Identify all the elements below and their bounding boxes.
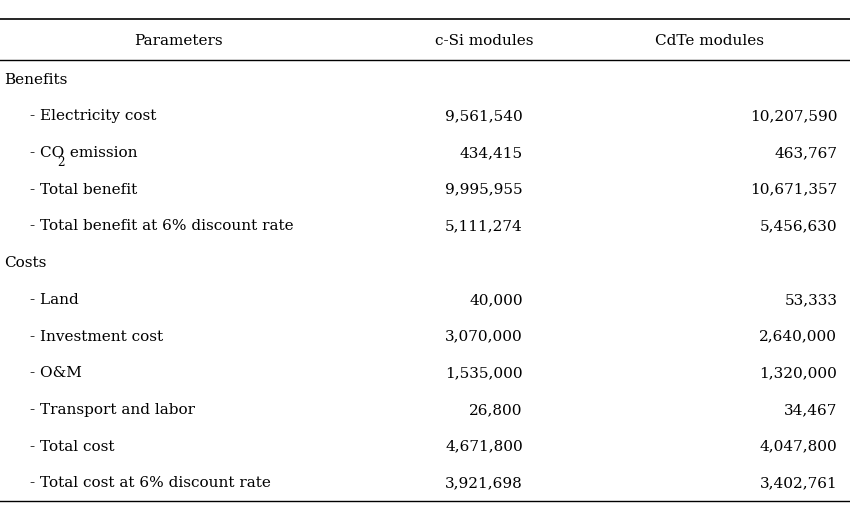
Text: 463,767: 463,767 <box>774 146 837 160</box>
Text: Benefits: Benefits <box>4 72 68 87</box>
Text: - Land: - Land <box>30 292 78 306</box>
Text: 4,047,800: 4,047,800 <box>760 439 837 453</box>
Text: - Total cost at 6% discount rate: - Total cost at 6% discount rate <box>30 475 270 490</box>
Text: emission: emission <box>65 146 137 160</box>
Text: - Total cost: - Total cost <box>30 439 114 453</box>
Text: 26,800: 26,800 <box>469 402 523 416</box>
Text: - O&M: - O&M <box>30 365 82 380</box>
Text: Costs: Costs <box>4 256 47 270</box>
Text: 40,000: 40,000 <box>469 292 523 306</box>
Text: 2: 2 <box>58 155 65 168</box>
Text: - Total benefit at 6% discount rate: - Total benefit at 6% discount rate <box>30 219 293 233</box>
Text: 9,995,955: 9,995,955 <box>445 182 523 196</box>
Text: 9,561,540: 9,561,540 <box>445 109 523 123</box>
Text: - Investment cost: - Investment cost <box>30 329 163 343</box>
Text: 4,671,800: 4,671,800 <box>445 439 523 453</box>
Text: - CO: - CO <box>30 146 64 160</box>
Text: CdTe modules: CdTe modules <box>655 34 764 48</box>
Text: 3,070,000: 3,070,000 <box>445 329 523 343</box>
Text: 10,671,357: 10,671,357 <box>750 182 837 196</box>
Text: 2,640,000: 2,640,000 <box>759 329 837 343</box>
Text: 1,320,000: 1,320,000 <box>759 365 837 380</box>
Text: Parameters: Parameters <box>134 34 223 48</box>
Text: - Transport and labor: - Transport and labor <box>30 402 195 416</box>
Text: 53,333: 53,333 <box>785 292 837 306</box>
Text: - Electricity cost: - Electricity cost <box>30 109 156 123</box>
Text: - Total benefit: - Total benefit <box>30 182 137 196</box>
Text: 3,402,761: 3,402,761 <box>760 475 837 490</box>
Text: 434,415: 434,415 <box>460 146 523 160</box>
Text: 1,535,000: 1,535,000 <box>445 365 523 380</box>
Text: 5,111,274: 5,111,274 <box>445 219 523 233</box>
Text: 5,456,630: 5,456,630 <box>760 219 837 233</box>
Text: 10,207,590: 10,207,590 <box>750 109 837 123</box>
Text: c-Si modules: c-Si modules <box>435 34 534 48</box>
Text: 34,467: 34,467 <box>784 402 837 416</box>
Text: 3,921,698: 3,921,698 <box>445 475 523 490</box>
